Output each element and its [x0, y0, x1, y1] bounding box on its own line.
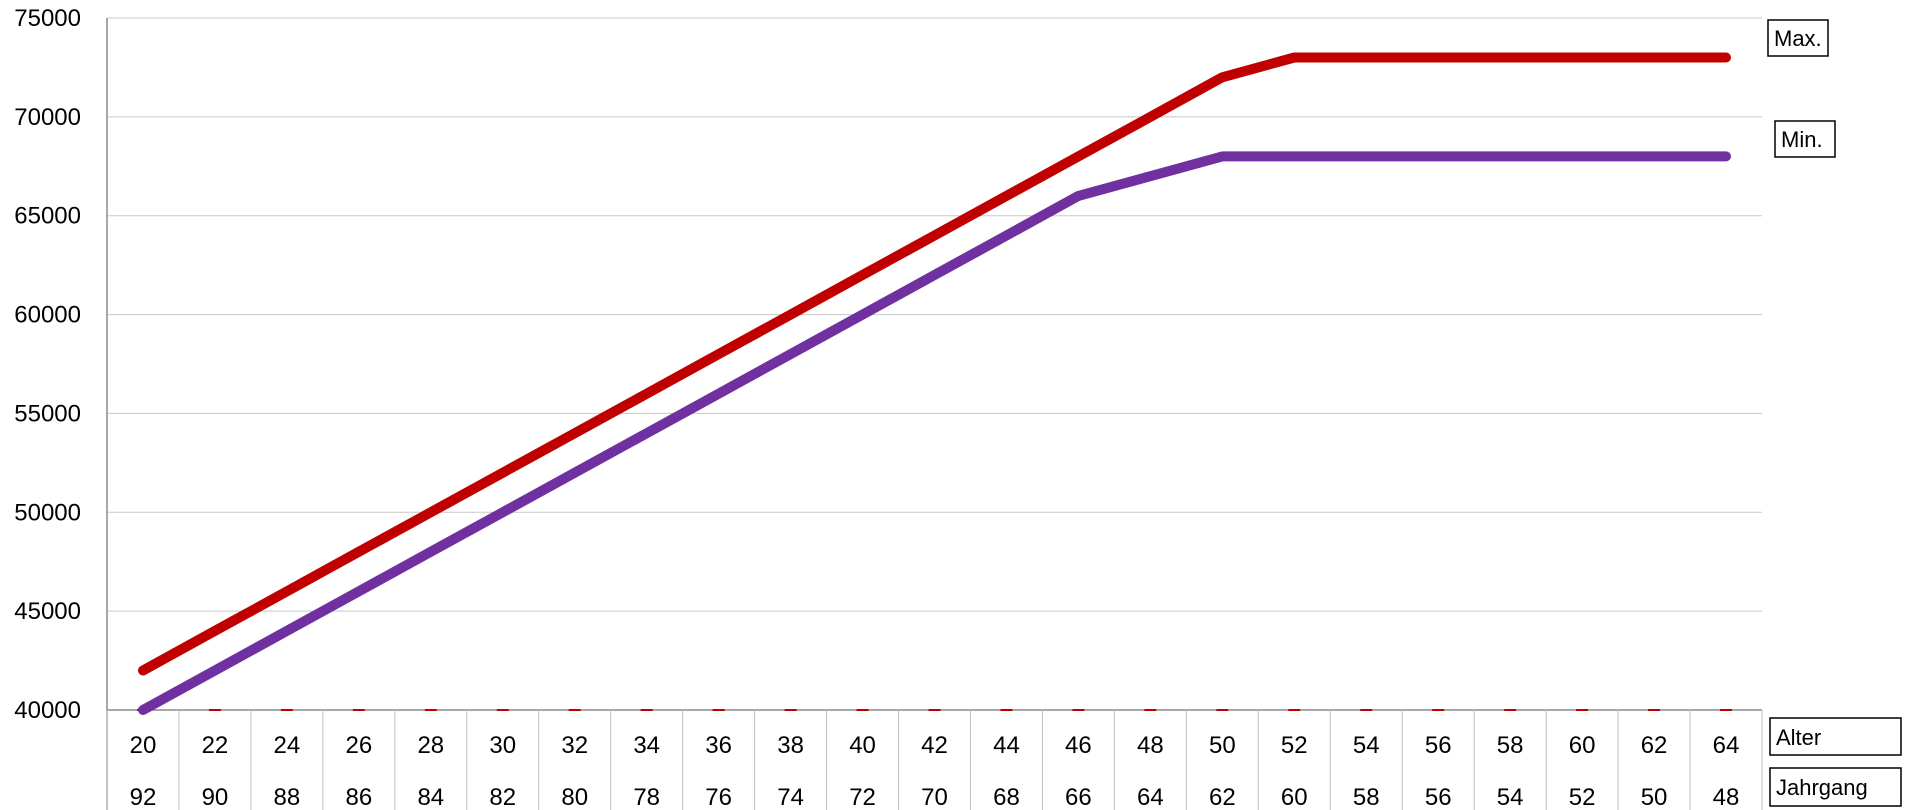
gridlines — [107, 17, 1762, 711]
y-axis: 40000 45000 50000 55000 60000 65000 70000 75000 — [14, 5, 108, 810]
x-tick-label-jahrgang: 84 — [417, 784, 444, 810]
x-tick-label-alter: 48 — [1137, 732, 1164, 759]
x-tick-label-jahrgang: 56 — [1425, 784, 1452, 810]
x-tick-label-alter: 24 — [274, 732, 301, 759]
x-tick-label-alter: 26 — [345, 732, 372, 759]
row-label: Jahrgang — [1776, 775, 1868, 800]
x-tick-label-alter: 36 — [705, 732, 732, 759]
x-tick-label-jahrgang: 86 — [345, 784, 372, 810]
legend-box — [1767, 19, 1829, 57]
x-tick-label-jahrgang: 68 — [993, 784, 1020, 810]
x-tick-label-jahrgang: 54 — [1497, 784, 1524, 810]
x-tick-label-alter: 40 — [849, 732, 876, 759]
legend-label: Min. — [1781, 127, 1823, 152]
x-tick-label-alter: 62 — [1641, 732, 1668, 759]
x-tick-label-alter: 42 — [921, 732, 948, 759]
x-tick-label-jahrgang: 62 — [1209, 784, 1236, 810]
x-tick-label-jahrgang: 76 — [705, 784, 732, 810]
x-tick-label-jahrgang: 74 — [777, 784, 804, 810]
x-tick-label-alter: 54 — [1353, 732, 1380, 759]
x-tick-label-jahrgang: 72 — [849, 784, 876, 810]
x-tick-label-jahrgang: 78 — [633, 784, 660, 810]
x-tick-label-alter: 28 — [417, 732, 444, 759]
x-tick-label-jahrgang: 66 — [1065, 784, 1092, 810]
x-tick-label-alter: 30 — [489, 732, 516, 759]
x-tick-label-jahrgang: 60 — [1281, 784, 1308, 810]
x-tick-label-alter: 34 — [633, 732, 660, 759]
x-tick-label-alter: 50 — [1209, 732, 1236, 759]
row-label-box — [1769, 767, 1902, 807]
x-tick-label-alter: 38 — [777, 732, 804, 759]
x-tick-label-jahrgang: 92 — [130, 784, 157, 810]
x-tick-label-alter: 22 — [202, 732, 229, 759]
x-tick-label-alter: 32 — [561, 732, 588, 759]
x-tick-label-alter: 52 — [1281, 732, 1308, 759]
x-tick-label-jahrgang: 88 — [274, 784, 301, 810]
x-tick-label-jahrgang: 52 — [1569, 784, 1596, 810]
x-tick-label-jahrgang: 50 — [1641, 784, 1668, 810]
x-tick-label-jahrgang: 82 — [489, 784, 516, 810]
y-tick-label: 55000 — [14, 400, 81, 427]
x-tick-label-jahrgang: 70 — [921, 784, 948, 810]
legend-label: Max. — [1774, 26, 1822, 51]
x-tick-label-alter: 20 — [130, 732, 157, 759]
row-label-box — [1769, 717, 1902, 756]
x-tick-label-alter: 46 — [1065, 732, 1092, 759]
x-tick-label-alter: 58 — [1497, 732, 1524, 759]
x-tick-label-alter: 56 — [1425, 732, 1452, 759]
x-tick-label-alter: 44 — [993, 732, 1020, 759]
series-line-min — [138, 151, 1731, 715]
data-table: 20 92 22 90 24 88 26 86 28 84 30 82 32 80 34 78 36 76 38 74… — [106, 709, 1763, 810]
legend-box — [1774, 120, 1836, 158]
y-tick-label: 45000 — [14, 598, 81, 625]
legend: Max. Min. — [1767, 19, 1836, 158]
x-tick-label-alter: 64 — [1713, 732, 1740, 759]
y-tick-label: 50000 — [14, 499, 81, 526]
y-tick-label: 75000 — [14, 5, 81, 32]
y-tick-label: 40000 — [14, 697, 81, 724]
x-tick-label-jahrgang: 58 — [1353, 784, 1380, 810]
y-tick-label: 70000 — [14, 104, 81, 131]
y-tick-label: 60000 — [14, 302, 81, 329]
series-line-max — [138, 52, 1731, 676]
x-tick-label-jahrgang: 80 — [561, 784, 588, 810]
row-label: Alter — [1776, 725, 1821, 750]
x-tick-label-jahrgang: 90 — [202, 784, 229, 810]
x-tick-label-jahrgang: 64 — [1137, 784, 1164, 810]
series-group — [138, 52, 1731, 715]
table-row-labels: Alter Jahrgang — [1769, 717, 1902, 807]
x-tick-label-jahrgang: 48 — [1713, 784, 1740, 810]
y-tick-label: 65000 — [14, 203, 81, 230]
x-tick-label-alter: 60 — [1569, 732, 1596, 759]
